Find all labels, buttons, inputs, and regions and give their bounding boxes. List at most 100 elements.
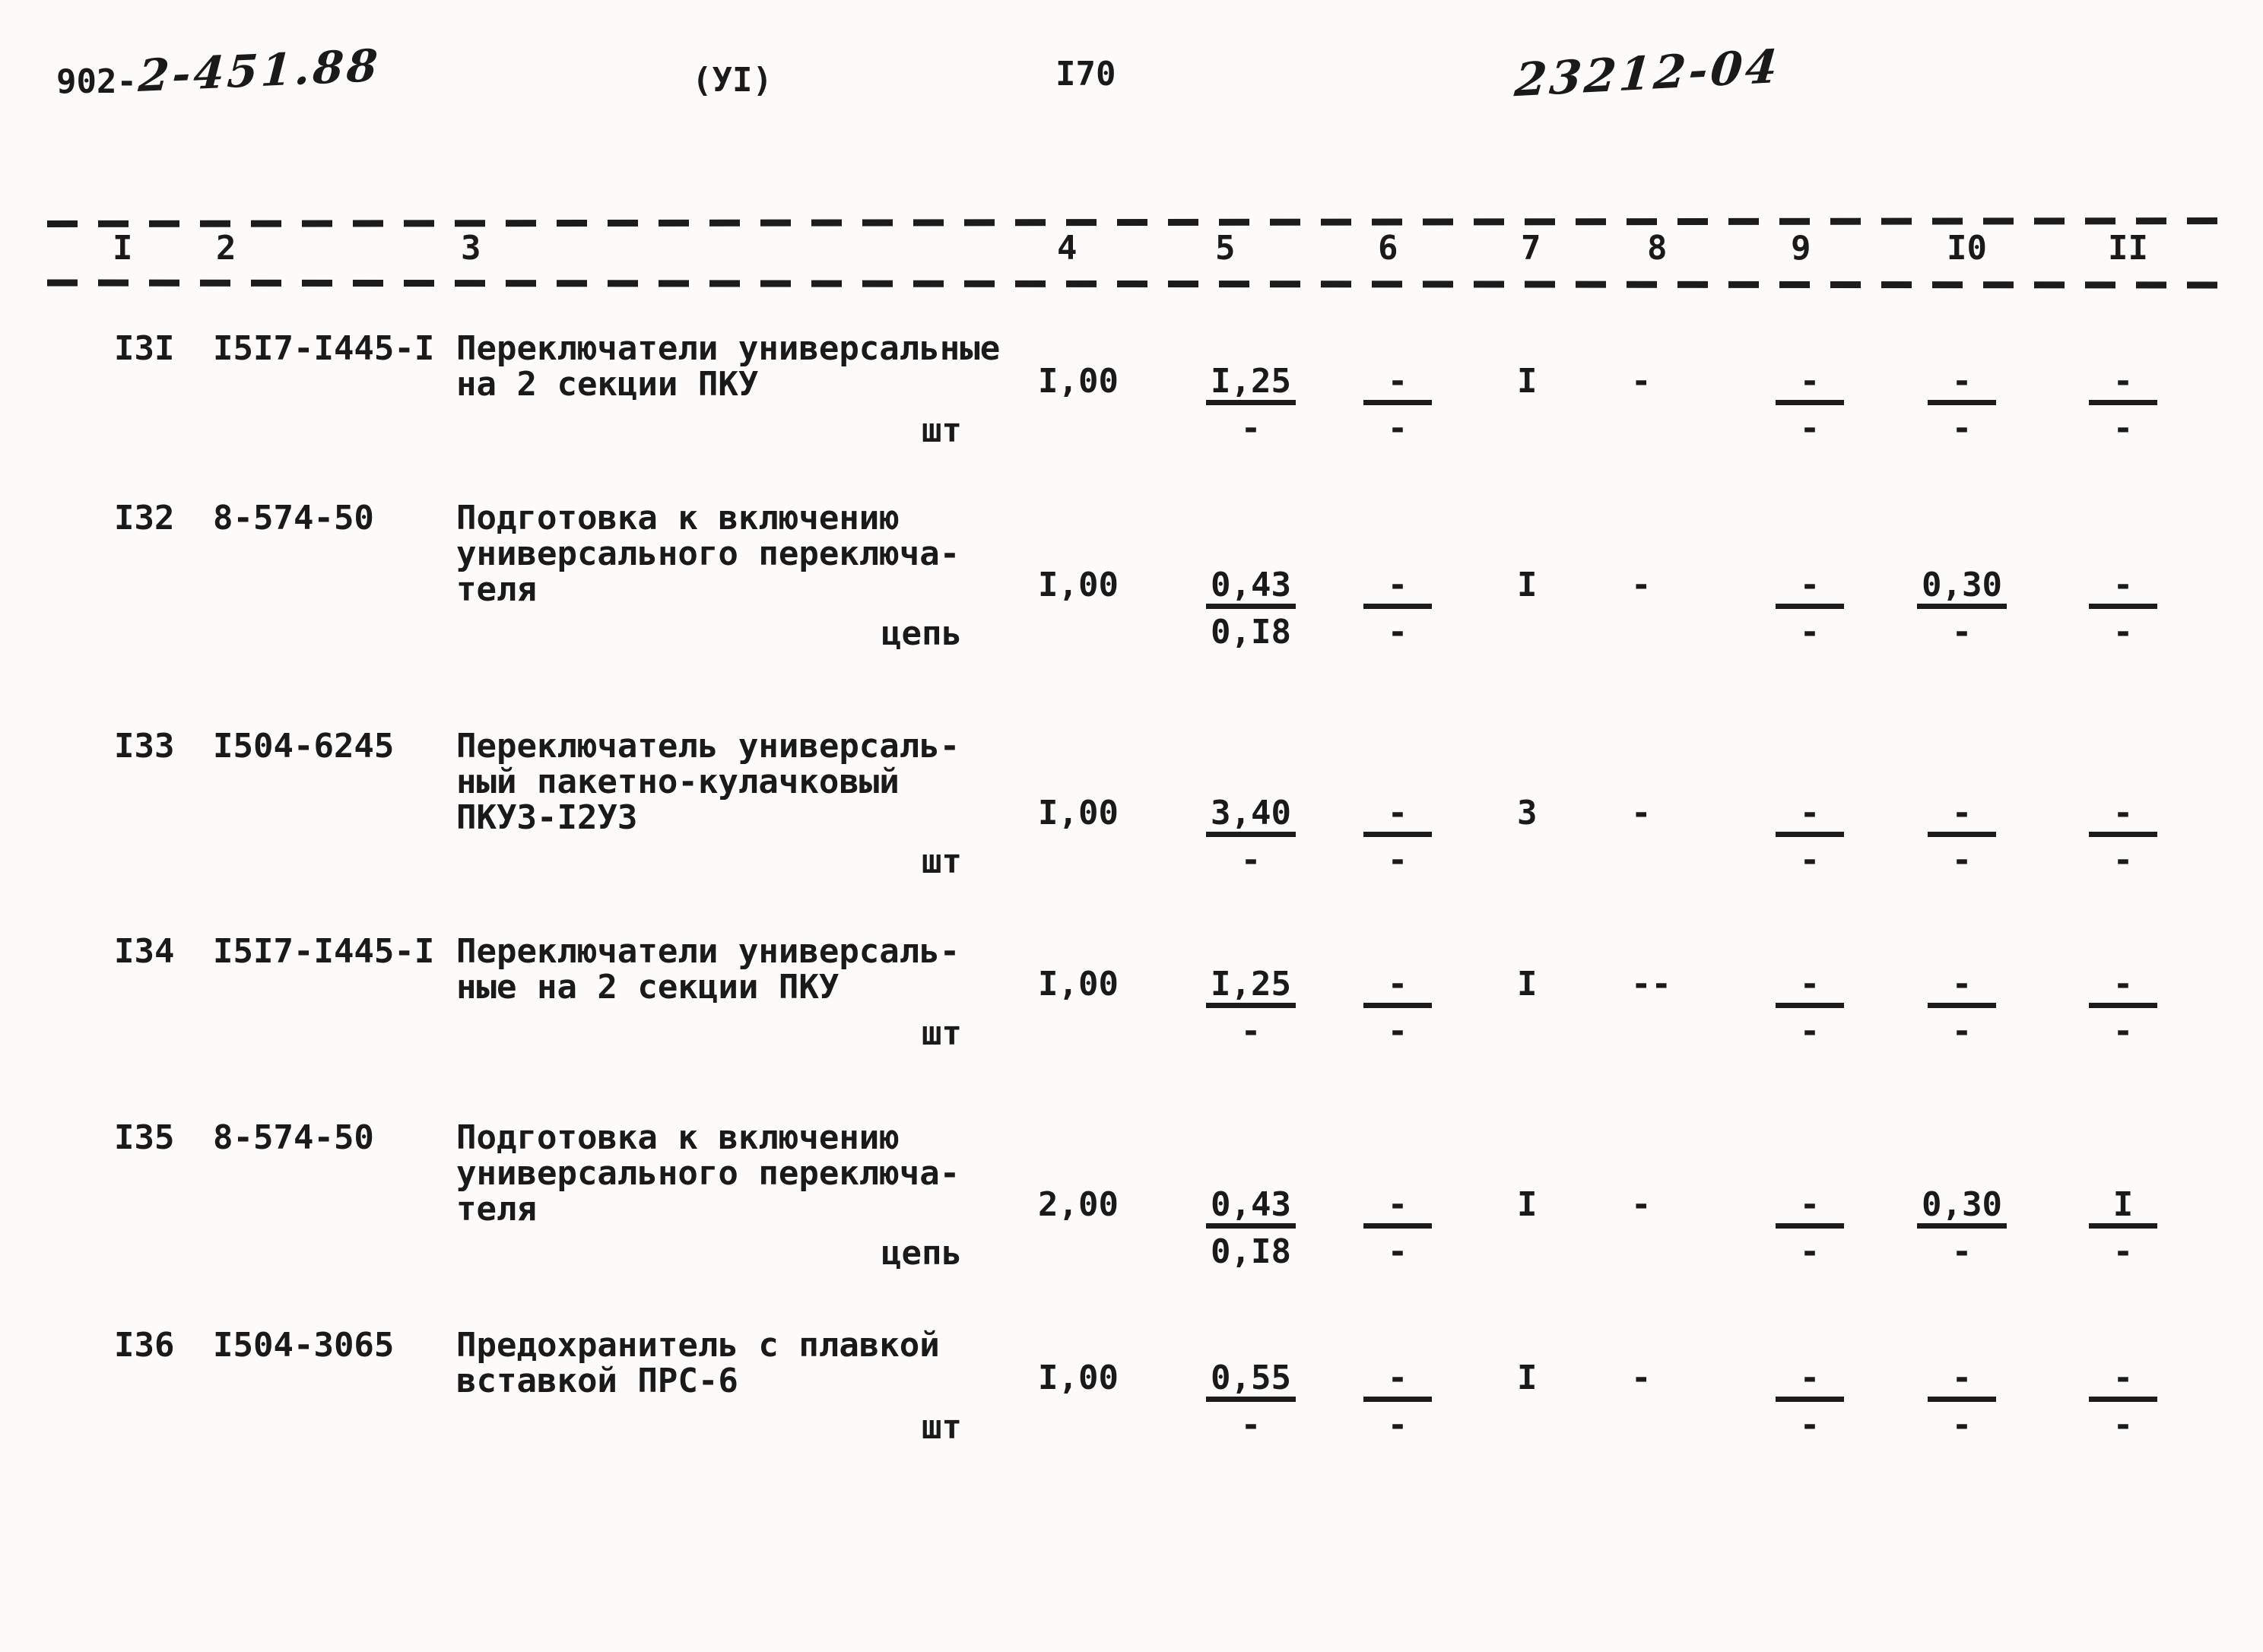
fraction-bottom: - bbox=[2112, 1406, 2134, 1444]
unit-label: шт bbox=[922, 411, 962, 450]
fraction-bottom: - bbox=[1387, 841, 1408, 880]
fraction-bottom: - bbox=[1799, 613, 1820, 652]
fraction-top: 0,30 bbox=[1917, 567, 2007, 609]
fraction-top: І,25 bbox=[1206, 363, 1296, 405]
value-fraction-col10: - - bbox=[1901, 795, 2023, 878]
qty-cell: І,00 bbox=[1038, 1359, 1119, 1397]
fraction-bottom: - bbox=[1799, 1406, 1820, 1444]
value-fraction-col10: 0,30 - bbox=[1901, 1187, 2023, 1270]
fraction-top: - bbox=[1776, 1360, 1844, 1402]
fraction-top: - bbox=[1776, 795, 1844, 837]
desc-line: теля bbox=[456, 570, 537, 609]
value-fraction-col5: І,25 - bbox=[1186, 966, 1316, 1049]
fraction-top: - bbox=[1363, 795, 1432, 837]
item-description: Переключатели универсаль- ные на 2 секци… bbox=[456, 934, 1095, 1005]
col-header-1: І bbox=[113, 229, 133, 268]
desc-line: ный пакетно-кулачковый bbox=[456, 763, 900, 801]
desc-line: теля bbox=[456, 1190, 537, 1229]
item-description: Предохранитель с плавкой вставкой ПРС-6 bbox=[456, 1327, 1095, 1399]
value-fraction-col11: І - bbox=[2062, 1187, 2184, 1270]
fraction-bottom: - bbox=[1951, 409, 1973, 448]
desc-line: Переключатели универсаль- bbox=[456, 932, 960, 971]
qty-cell: І,00 bbox=[1038, 566, 1119, 604]
fraction-bottom: - bbox=[2112, 1232, 2134, 1271]
value-fraction-col9: - - bbox=[1749, 966, 1871, 1049]
fraction-bottom: - bbox=[1799, 1012, 1820, 1051]
desc-line: универсального переключа- bbox=[456, 1154, 960, 1193]
fraction-top: 0,30 bbox=[1917, 1187, 2007, 1229]
value-fraction-col11: - - bbox=[2062, 966, 2184, 1049]
value-fraction-col5: І,25 - bbox=[1186, 363, 1316, 446]
fraction-bottom: - bbox=[1387, 613, 1408, 652]
fraction-top: - bbox=[2089, 966, 2157, 1008]
col-header-4: 4 bbox=[1057, 229, 1078, 268]
fraction-top: - bbox=[1363, 1187, 1432, 1229]
fraction-top: 3,40 bbox=[1206, 795, 1296, 837]
value-fraction-col9: - - bbox=[1749, 363, 1871, 446]
fraction-top: - bbox=[2089, 1360, 2157, 1402]
value-fraction-col5: 0,43 0,І8 bbox=[1186, 567, 1316, 650]
item-number: І32 bbox=[114, 499, 175, 537]
count-cell: І bbox=[1517, 965, 1538, 1004]
fraction-top: - bbox=[1928, 966, 1996, 1008]
section-label: (УІ) bbox=[692, 61, 773, 100]
page-number: І70 bbox=[1055, 55, 1116, 94]
fraction-top: - bbox=[1363, 966, 1432, 1008]
col-header-11: ІІ bbox=[2108, 229, 2148, 268]
dashed-rule-bottom bbox=[46, 279, 2238, 289]
fraction-bottom: - bbox=[2112, 1012, 2134, 1051]
desc-line: Переключатель универсаль- bbox=[456, 727, 960, 766]
count-cell: І bbox=[1517, 566, 1538, 604]
qty-cell: І,00 bbox=[1038, 794, 1119, 832]
handwritten-stamp: 23212-04 bbox=[1512, 40, 1783, 108]
fraction-top: 0,43 bbox=[1206, 1187, 1296, 1229]
item-description: Подготовка к включению универсального пе… bbox=[456, 500, 1095, 607]
fraction-bottom: - bbox=[1387, 409, 1408, 448]
count-cell: І bbox=[1517, 1359, 1538, 1397]
fraction-bottom: - bbox=[1799, 841, 1820, 880]
value-fraction-col5: 3,40 - bbox=[1186, 795, 1316, 878]
value-fraction-col11: - - bbox=[2062, 567, 2184, 650]
col-header-2: 2 bbox=[216, 229, 236, 268]
desc-line: Подготовка к включению bbox=[456, 499, 900, 537]
item-number: І36 bbox=[114, 1326, 175, 1365]
value-fraction-col6: - - bbox=[1337, 1360, 1458, 1443]
fraction-bottom: - bbox=[1799, 409, 1820, 448]
fraction-top: - bbox=[1928, 363, 1996, 405]
value-fraction-col9: - - bbox=[1749, 795, 1871, 878]
fraction-bottom: - bbox=[1387, 1406, 1408, 1444]
item-number: І34 bbox=[114, 932, 175, 971]
qty-cell: І,00 bbox=[1038, 965, 1119, 1004]
fraction-top: - bbox=[2089, 363, 2157, 405]
dash-cell: - bbox=[1631, 794, 1652, 832]
value-fraction-col10: 0,30 - bbox=[1901, 567, 2023, 650]
value-fraction-col10: - - bbox=[1901, 363, 2023, 446]
qty-cell: І,00 bbox=[1038, 362, 1119, 401]
item-code: 8-574-50 bbox=[213, 499, 374, 537]
fraction-top: - bbox=[1363, 363, 1432, 405]
desc-line: универсального переключа- bbox=[456, 534, 960, 573]
desc-line: Переключатели универсальные bbox=[456, 329, 1001, 368]
fraction-top: - bbox=[1363, 567, 1432, 609]
fraction-bottom: 0,І8 bbox=[1211, 1232, 1291, 1271]
count-cell: І bbox=[1517, 1185, 1538, 1224]
col-header-8: 8 bbox=[1647, 229, 1668, 268]
dash-cell: -- bbox=[1631, 965, 1671, 1004]
value-fraction-col5: 0,43 0,І8 bbox=[1186, 1187, 1316, 1270]
item-number: І3І bbox=[114, 329, 175, 368]
value-fraction-col5: 0,55 - bbox=[1186, 1360, 1316, 1443]
fraction-bottom: - bbox=[1951, 613, 1973, 652]
fraction-bottom: - bbox=[1951, 1232, 1973, 1271]
value-fraction-col11: - - bbox=[2062, 363, 2184, 446]
value-fraction-col10: - - bbox=[1901, 1360, 2023, 1443]
value-fraction-col9: - - bbox=[1749, 1360, 1871, 1443]
value-fraction-col6: - - bbox=[1337, 363, 1458, 446]
item-code: І5І7-І445-І bbox=[213, 329, 435, 368]
value-fraction-col10: - - bbox=[1901, 966, 2023, 1049]
count-cell: І bbox=[1517, 362, 1538, 401]
fraction-top: - bbox=[1776, 567, 1844, 609]
item-description: Подготовка к включению универсального пе… bbox=[456, 1120, 1095, 1227]
desc-line: Предохранитель с плавкой bbox=[456, 1326, 940, 1365]
item-code: 8-574-50 bbox=[213, 1118, 374, 1157]
desc-line: ные на 2 секции ПКУ bbox=[456, 968, 840, 1007]
